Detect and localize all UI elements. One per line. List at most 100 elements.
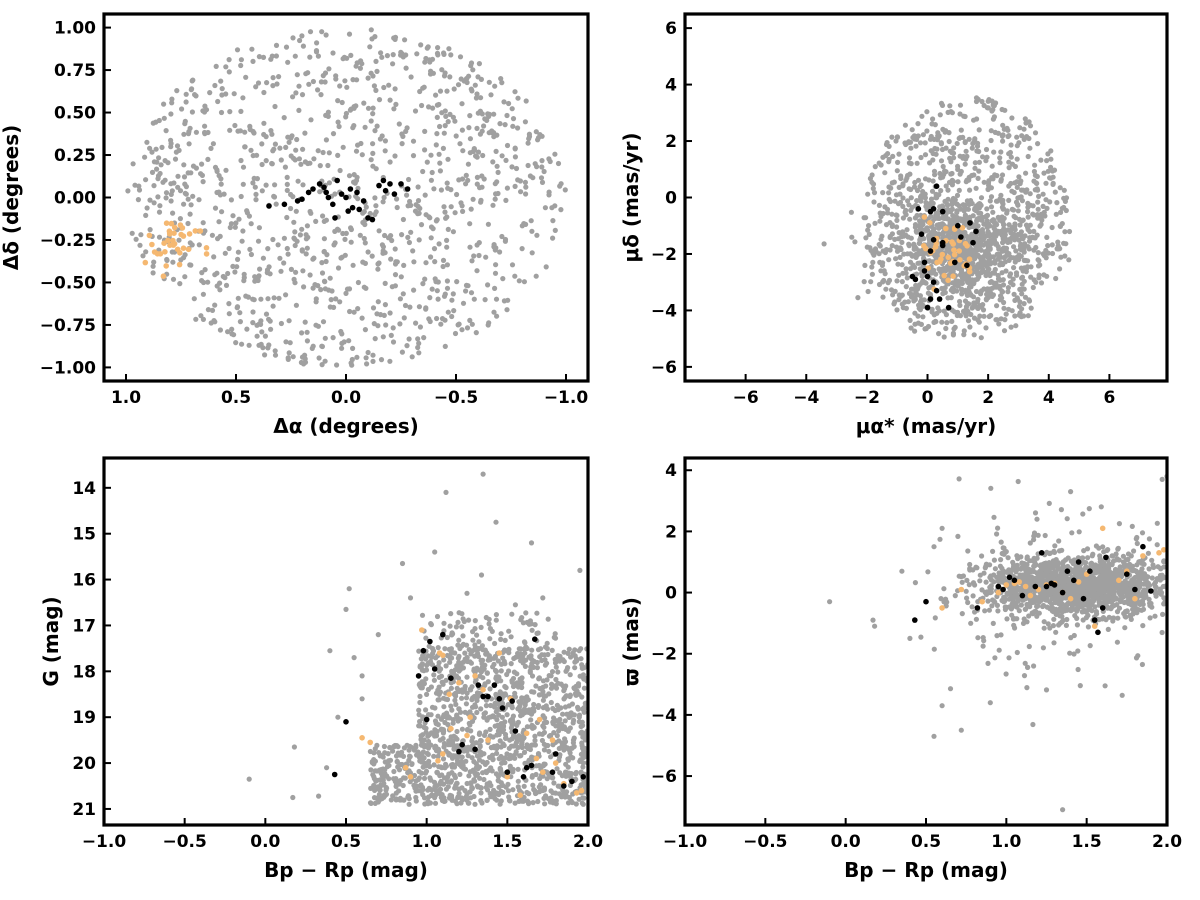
data-point (423, 306, 429, 312)
data-point (440, 145, 446, 151)
data-point (1041, 209, 1047, 215)
data-point (521, 639, 528, 645)
data-point (170, 276, 177, 282)
data-point (954, 192, 961, 198)
data-point (997, 283, 1003, 289)
data-point (532, 788, 538, 794)
data-point (420, 168, 426, 175)
data-point (485, 679, 491, 685)
data-point (412, 208, 419, 214)
data-point (1050, 181, 1056, 187)
data-point (880, 294, 886, 300)
data-point (477, 131, 483, 137)
data-point (234, 304, 241, 310)
data-point (189, 78, 195, 84)
data-point (510, 123, 516, 129)
data-point (465, 161, 471, 167)
y-tick-label: −0.50 (40, 273, 96, 293)
data-point (432, 549, 438, 555)
data-point (200, 316, 206, 322)
data-point (407, 595, 414, 601)
data-point (325, 109, 331, 115)
data-point (946, 230, 952, 236)
data-point (515, 125, 521, 131)
data-point (266, 203, 272, 209)
data-point (539, 164, 545, 170)
data-point (338, 255, 344, 261)
data-point (433, 142, 439, 148)
data-point (999, 270, 1005, 276)
data-point (144, 139, 150, 145)
data-point (578, 751, 585, 757)
data-point (337, 83, 343, 89)
data-point (1009, 115, 1015, 121)
data-point (416, 707, 422, 713)
data-point (1012, 221, 1018, 227)
data-point (175, 173, 181, 179)
data-point (1045, 250, 1051, 256)
data-point (861, 215, 867, 221)
data-point (905, 172, 911, 179)
data-point (466, 647, 472, 653)
data-point (924, 109, 930, 115)
data-point (906, 186, 912, 192)
data-point (512, 89, 518, 95)
data-point (304, 329, 310, 335)
data-point (143, 212, 149, 218)
data-point (315, 87, 321, 93)
y-tick-label: 0.75 (54, 61, 96, 81)
data-point (259, 188, 265, 194)
data-point (519, 615, 525, 621)
data-point (163, 263, 169, 269)
data-point (247, 126, 253, 133)
data-point (443, 215, 449, 221)
data-point (872, 220, 878, 226)
data-point (954, 140, 960, 147)
data-point (282, 164, 288, 170)
data-point (460, 208, 466, 214)
data-point (539, 652, 545, 658)
data-point (958, 267, 965, 273)
data-point (515, 778, 521, 784)
data-point (1026, 298, 1033, 304)
data-point (866, 223, 872, 229)
data-point (1061, 187, 1067, 193)
data-point (492, 700, 498, 706)
data-point (405, 793, 411, 799)
data-point (988, 137, 994, 144)
y-tick-label: −1.00 (40, 358, 96, 378)
data-point (382, 187, 389, 194)
data-point (436, 151, 442, 157)
data-point (417, 699, 423, 706)
data-point (370, 111, 376, 117)
data-point (464, 780, 470, 787)
data-point (487, 726, 493, 733)
data-point (468, 795, 474, 801)
data-point (407, 743, 413, 750)
data-point (967, 187, 973, 193)
data-point (203, 245, 210, 251)
data-point (474, 665, 480, 671)
data-point (508, 743, 514, 749)
data-point (188, 170, 194, 176)
data-point (562, 694, 568, 700)
data-point (446, 715, 453, 721)
data-point (216, 189, 222, 195)
data-point (491, 309, 497, 315)
data-point (370, 305, 377, 311)
data-point (443, 489, 449, 495)
data-point (999, 133, 1006, 139)
data-point (504, 712, 510, 718)
data-point (524, 724, 531, 730)
data-point (393, 790, 399, 796)
data-point (362, 124, 368, 130)
data-point (290, 94, 296, 100)
data-point (278, 157, 284, 163)
data-point (988, 204, 995, 210)
data-point (946, 138, 952, 145)
data-point (1022, 243, 1028, 249)
data-point (907, 216, 913, 222)
data-point (354, 77, 360, 83)
data-point (947, 148, 953, 154)
data-point (268, 56, 274, 62)
